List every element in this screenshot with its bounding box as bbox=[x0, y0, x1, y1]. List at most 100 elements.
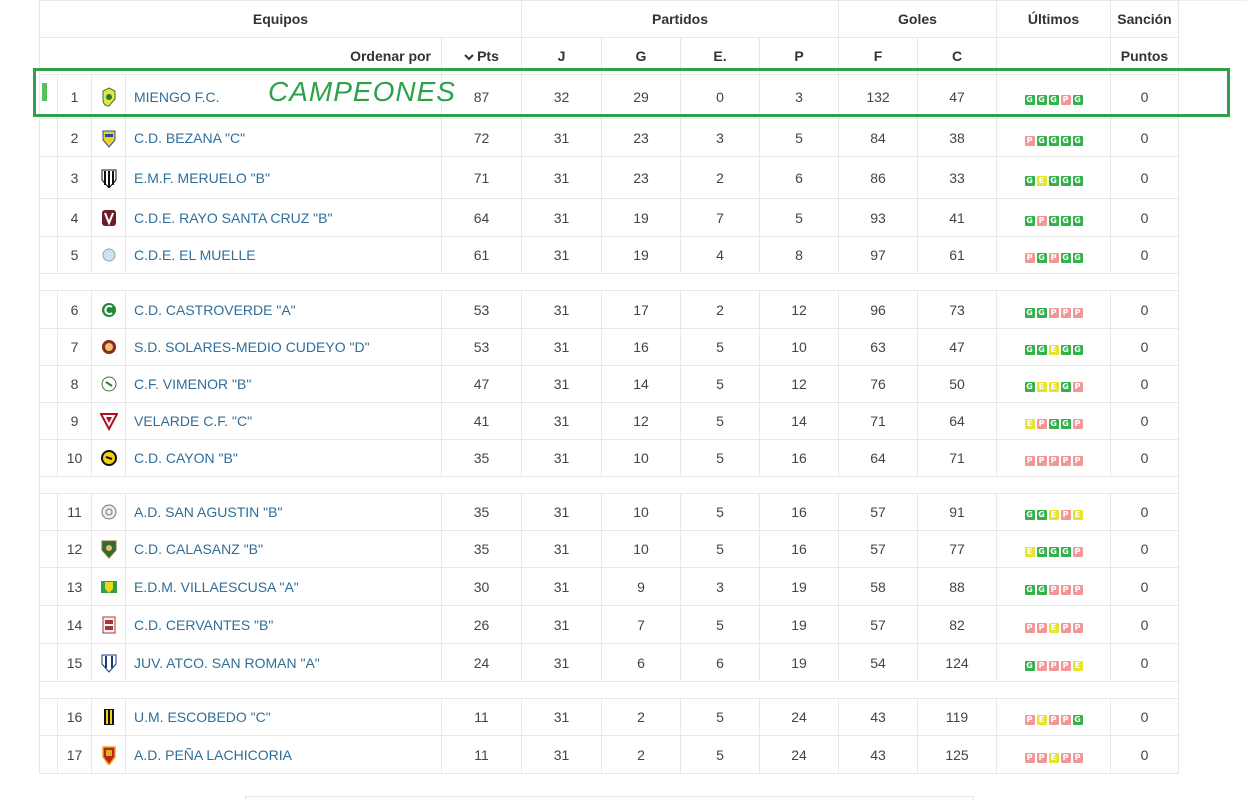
e-cell: 3 bbox=[680, 118, 760, 157]
p-cell: 6 bbox=[759, 156, 839, 199]
result-badge: E bbox=[1036, 382, 1047, 392]
crest-cell bbox=[91, 236, 126, 274]
table-row: 13 E.D.M. VILLAESCUSA "A" 30 31 9 3 19 58 88 G G P P… bbox=[39, 567, 1180, 606]
table-row: 2 C.D. BEZANA "C" 72 31 23 3 5 84 38 P G G G G 0 bbox=[39, 118, 1180, 157]
result-badge: P bbox=[1048, 253, 1059, 263]
result-badge: P bbox=[1072, 752, 1083, 763]
team-cell: C.D. CAYON "B" bbox=[125, 439, 442, 477]
team-link[interactable]: C.D. CASTROVERDE "A" bbox=[134, 301, 296, 318]
p-cell: 12 bbox=[759, 365, 839, 403]
f-cell: 63 bbox=[838, 328, 918, 366]
header-e[interactable]: E. bbox=[680, 37, 760, 75]
team-link[interactable]: C.F. VIMENOR "B" bbox=[134, 376, 252, 392]
crest-cell bbox=[91, 643, 126, 682]
p-cell: 24 bbox=[759, 735, 839, 774]
result-badge: G bbox=[1036, 547, 1047, 557]
p-cell: 5 bbox=[759, 198, 839, 237]
sancion-cell: 0 bbox=[1110, 530, 1179, 568]
crest-cell bbox=[91, 402, 126, 440]
crest-cell bbox=[91, 567, 126, 606]
crest-cell bbox=[91, 74, 126, 119]
result-badge: E bbox=[1048, 510, 1059, 520]
table-row: 1 MIENGO F.C. 87 32 29 0 3 132 47 G G G P G 0 bbox=[39, 74, 1180, 119]
team-link[interactable]: E.D.M. VILLAESCUSA "A" bbox=[134, 578, 299, 595]
team-link[interactable]: MIENGO F.C. bbox=[134, 88, 220, 105]
row-marker-cell bbox=[39, 74, 58, 119]
sancion-cell: 0 bbox=[1110, 402, 1179, 440]
sancion-cell: 0 bbox=[1110, 74, 1179, 119]
c-cell: 47 bbox=[917, 328, 997, 366]
c-cell: 41 bbox=[917, 198, 997, 237]
header-f[interactable]: F bbox=[838, 37, 918, 75]
result-badge: G bbox=[1048, 547, 1059, 557]
f-cell: 96 bbox=[838, 290, 918, 329]
header-pts: Pts bbox=[477, 48, 499, 64]
j-cell: 32 bbox=[521, 74, 602, 119]
e-cell: 5 bbox=[680, 493, 760, 531]
result-badge: G bbox=[1060, 345, 1071, 355]
team-link[interactable]: C.D. CALASANZ "B" bbox=[134, 541, 263, 557]
result-badge: P bbox=[1036, 456, 1047, 466]
team-link[interactable]: A.D. SAN AGUSTIN "B" bbox=[134, 504, 283, 520]
result-badge: E bbox=[1072, 510, 1083, 520]
j-cell: 31 bbox=[521, 236, 602, 274]
team-link[interactable]: JUV. ATCO. SAN ROMAN "A" bbox=[134, 654, 320, 671]
header-c[interactable]: C bbox=[917, 37, 997, 75]
f-cell: 57 bbox=[838, 493, 918, 531]
e-cell: 2 bbox=[680, 156, 760, 199]
team-link[interactable]: A.D. PEÑA LACHICORIA bbox=[134, 746, 292, 763]
team-link[interactable]: E.M.F. MERUELO "B" bbox=[134, 169, 270, 186]
team-link[interactable]: C.D.E. RAYO SANTA CRUZ "B" bbox=[134, 209, 333, 226]
team-link[interactable]: U.M. ESCOBEDO "C" bbox=[134, 709, 271, 725]
crest-cell bbox=[91, 328, 126, 366]
team-cell: MIENGO F.C. bbox=[125, 74, 442, 119]
pts-cell: 35 bbox=[441, 530, 522, 568]
result-badge: P bbox=[1024, 752, 1035, 763]
team-link[interactable]: C.D. BEZANA "C" bbox=[134, 129, 246, 146]
crest-cell bbox=[91, 698, 126, 736]
row-marker-cell bbox=[39, 643, 58, 682]
result-badge: G bbox=[1036, 135, 1047, 146]
header-p[interactable]: P bbox=[759, 37, 839, 75]
c-cell: 50 bbox=[917, 365, 997, 403]
header-g[interactable]: G bbox=[601, 37, 681, 75]
bezana-crest-icon bbox=[100, 128, 118, 148]
f-cell: 84 bbox=[838, 118, 918, 157]
team-link[interactable]: S.D. SOLARES-MEDIO CUDEYO "D" bbox=[134, 339, 370, 355]
c-cell: 64 bbox=[917, 402, 997, 440]
j-cell: 31 bbox=[521, 530, 602, 568]
pts-cell: 24 bbox=[441, 643, 522, 682]
result-badge: G bbox=[1036, 253, 1047, 263]
e-cell: 5 bbox=[680, 365, 760, 403]
position-cell: 7 bbox=[57, 328, 92, 366]
team-link[interactable]: VELARDE C.F. "C" bbox=[134, 413, 253, 429]
rayo-crest-icon bbox=[100, 208, 118, 228]
header-ultimos: Últimos bbox=[996, 0, 1111, 38]
table-row: 16 U.M. ESCOBEDO "C" 11 31 2 5 24 43 119 P E P P G 0 bbox=[39, 698, 1180, 736]
c-cell: 125 bbox=[917, 735, 997, 774]
group-separator bbox=[39, 681, 1180, 699]
header-j[interactable]: J bbox=[521, 37, 602, 75]
champions-annotation: CAMPEONES bbox=[268, 76, 456, 107]
p-cell: 16 bbox=[759, 493, 839, 531]
position-cell: 3 bbox=[57, 156, 92, 199]
team-link[interactable]: C.D. CERVANTES "B" bbox=[134, 616, 274, 633]
position-cell: 1 bbox=[57, 74, 92, 119]
team-cell: S.D. SOLARES-MEDIO CUDEYO "D" bbox=[125, 328, 442, 366]
sort-pts-button[interactable]: Pts bbox=[441, 37, 522, 75]
team-link[interactable]: C.D.E. EL MUELLE bbox=[134, 247, 256, 263]
g-cell: 16 bbox=[601, 328, 681, 366]
team-link[interactable]: C.D. CAYON "B" bbox=[134, 450, 238, 466]
e-cell: 5 bbox=[680, 605, 760, 644]
result-badge: G bbox=[1072, 175, 1083, 186]
row-marker-cell bbox=[39, 439, 58, 477]
